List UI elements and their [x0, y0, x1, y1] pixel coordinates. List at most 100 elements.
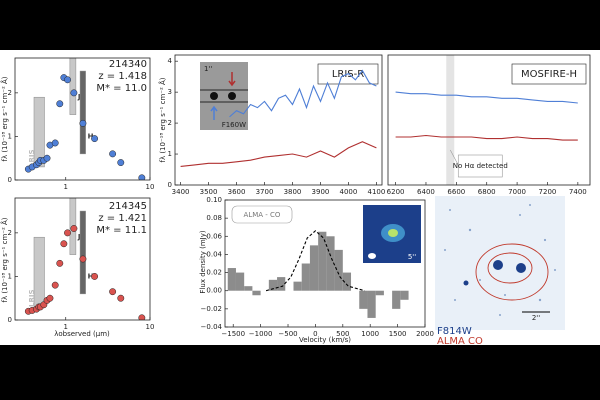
x-tick-label: 1 [63, 323, 67, 331]
x-tick-label: 3600 [228, 188, 246, 196]
band-label: J [77, 233, 81, 241]
inset-scale: 5'' [408, 253, 416, 261]
filter-band [69, 58, 77, 115]
axes-frame [174, 54, 383, 186]
hist-bar [392, 290, 401, 309]
source [228, 92, 236, 100]
z-label: z = 1.418 [98, 71, 147, 82]
label-box [231, 205, 293, 224]
filter-band [33, 96, 45, 168]
id-label: 214340 [109, 59, 147, 70]
spectrum-line [180, 141, 377, 167]
y-tick-label: 0.04 [206, 250, 222, 258]
hist-bar [293, 281, 302, 291]
plot-area: No Hα detected [395, 55, 578, 185]
data-point [117, 159, 125, 167]
y-tick-label: 0 [168, 181, 172, 189]
top-band [0, 0, 600, 50]
y-tick-label: 0.02 [206, 269, 222, 277]
hist-bar [309, 245, 319, 291]
data-point [117, 294, 125, 302]
mass-label: M* = 11.0 [96, 83, 147, 94]
y-tick-label: 2 [8, 229, 12, 237]
inset-scale: 1'' [204, 65, 212, 73]
hist-bar [244, 286, 253, 291]
label-box [511, 63, 587, 85]
hist-bar [318, 231, 327, 291]
leader [450, 149, 459, 166]
data-point [56, 259, 64, 267]
beam [368, 253, 376, 259]
filter-band [79, 210, 86, 295]
galaxy [516, 263, 526, 273]
data-point [91, 135, 99, 143]
y-tick-label: 0.10 [206, 196, 222, 204]
hist-bar [342, 272, 352, 291]
y-tick-label: 4 [168, 57, 173, 65]
y-tick-label: 0 [8, 316, 12, 324]
x-tick-label: 3400 [172, 188, 190, 196]
bottom-band [0, 345, 600, 400]
data-point [109, 150, 117, 158]
contour [475, 243, 549, 301]
hist-bar [227, 268, 236, 291]
x-axis-label: λobserved (μm) [54, 330, 110, 338]
y-axis-label: fλ (10⁻¹⁸ erg s⁻¹ cm⁻² Å) [0, 76, 9, 161]
band-label: H [88, 272, 94, 280]
annotation: No Hα detected [453, 162, 508, 170]
x-tick-label: 3800 [284, 188, 302, 196]
x-tick-label: 1 [63, 183, 67, 191]
data-point [64, 76, 71, 84]
image-label: ALMA CO [437, 336, 483, 347]
noise [444, 204, 556, 316]
x-tick-label: 1500 [389, 330, 407, 338]
annotation-box [457, 154, 503, 178]
data-point [138, 174, 146, 180]
y-tick-label: 1 [8, 272, 12, 280]
spectrum-line [395, 134, 578, 141]
data-point [51, 281, 59, 289]
y-tick-label: 2 [8, 89, 12, 97]
hist-bar [375, 290, 384, 296]
axes-frame [14, 197, 151, 321]
spectrum-line [229, 69, 377, 118]
hist-bar [277, 277, 286, 291]
data-point [46, 294, 54, 302]
highlight [446, 55, 455, 185]
x-tick-label: −1000 [249, 330, 273, 338]
z-label: z = 1.421 [98, 213, 147, 224]
band-label: H [88, 132, 94, 140]
data-point [56, 100, 64, 108]
data-point [79, 255, 87, 263]
source [210, 92, 218, 100]
y-tick-label: 0.08 [206, 214, 222, 222]
x-tick-label: 6600 [447, 188, 465, 196]
band-label: J [77, 93, 81, 101]
data-point [60, 240, 68, 248]
scale-label: 2'' [532, 314, 540, 322]
x-tick-label: 500 [336, 330, 349, 338]
galaxy [463, 280, 469, 286]
image-label: F814W [437, 326, 472, 337]
x-tick-label: −1500 [221, 330, 245, 338]
hist-bar [235, 272, 245, 291]
y-tick-label: 0.06 [206, 232, 222, 240]
axes-frame [387, 54, 591, 186]
data-point [138, 314, 146, 320]
x-tick-label: 4000 [340, 188, 358, 196]
hist-bar [268, 279, 278, 291]
y-tick-label: −0.04 [201, 323, 223, 331]
x-tick-label: 7200 [539, 188, 557, 196]
y-axis-label: fλ (10⁻¹⁸ erg s⁻¹ cm⁻² Å) [158, 77, 167, 162]
x-tick-label: 6400 [417, 188, 435, 196]
panel-label: LRIS-R [332, 69, 364, 80]
plot-area: LRIS J H [24, 198, 146, 320]
emission [388, 229, 398, 237]
inset-image [200, 62, 248, 130]
x-tick-label: −500 [278, 330, 297, 338]
galaxy [493, 260, 503, 270]
y-axis-label: fλ (10⁻¹⁸ erg s⁻¹ cm⁻² Å) [0, 217, 9, 302]
axes-frame [14, 57, 151, 181]
x-axis-label: Velocity (km/s) [299, 336, 351, 344]
